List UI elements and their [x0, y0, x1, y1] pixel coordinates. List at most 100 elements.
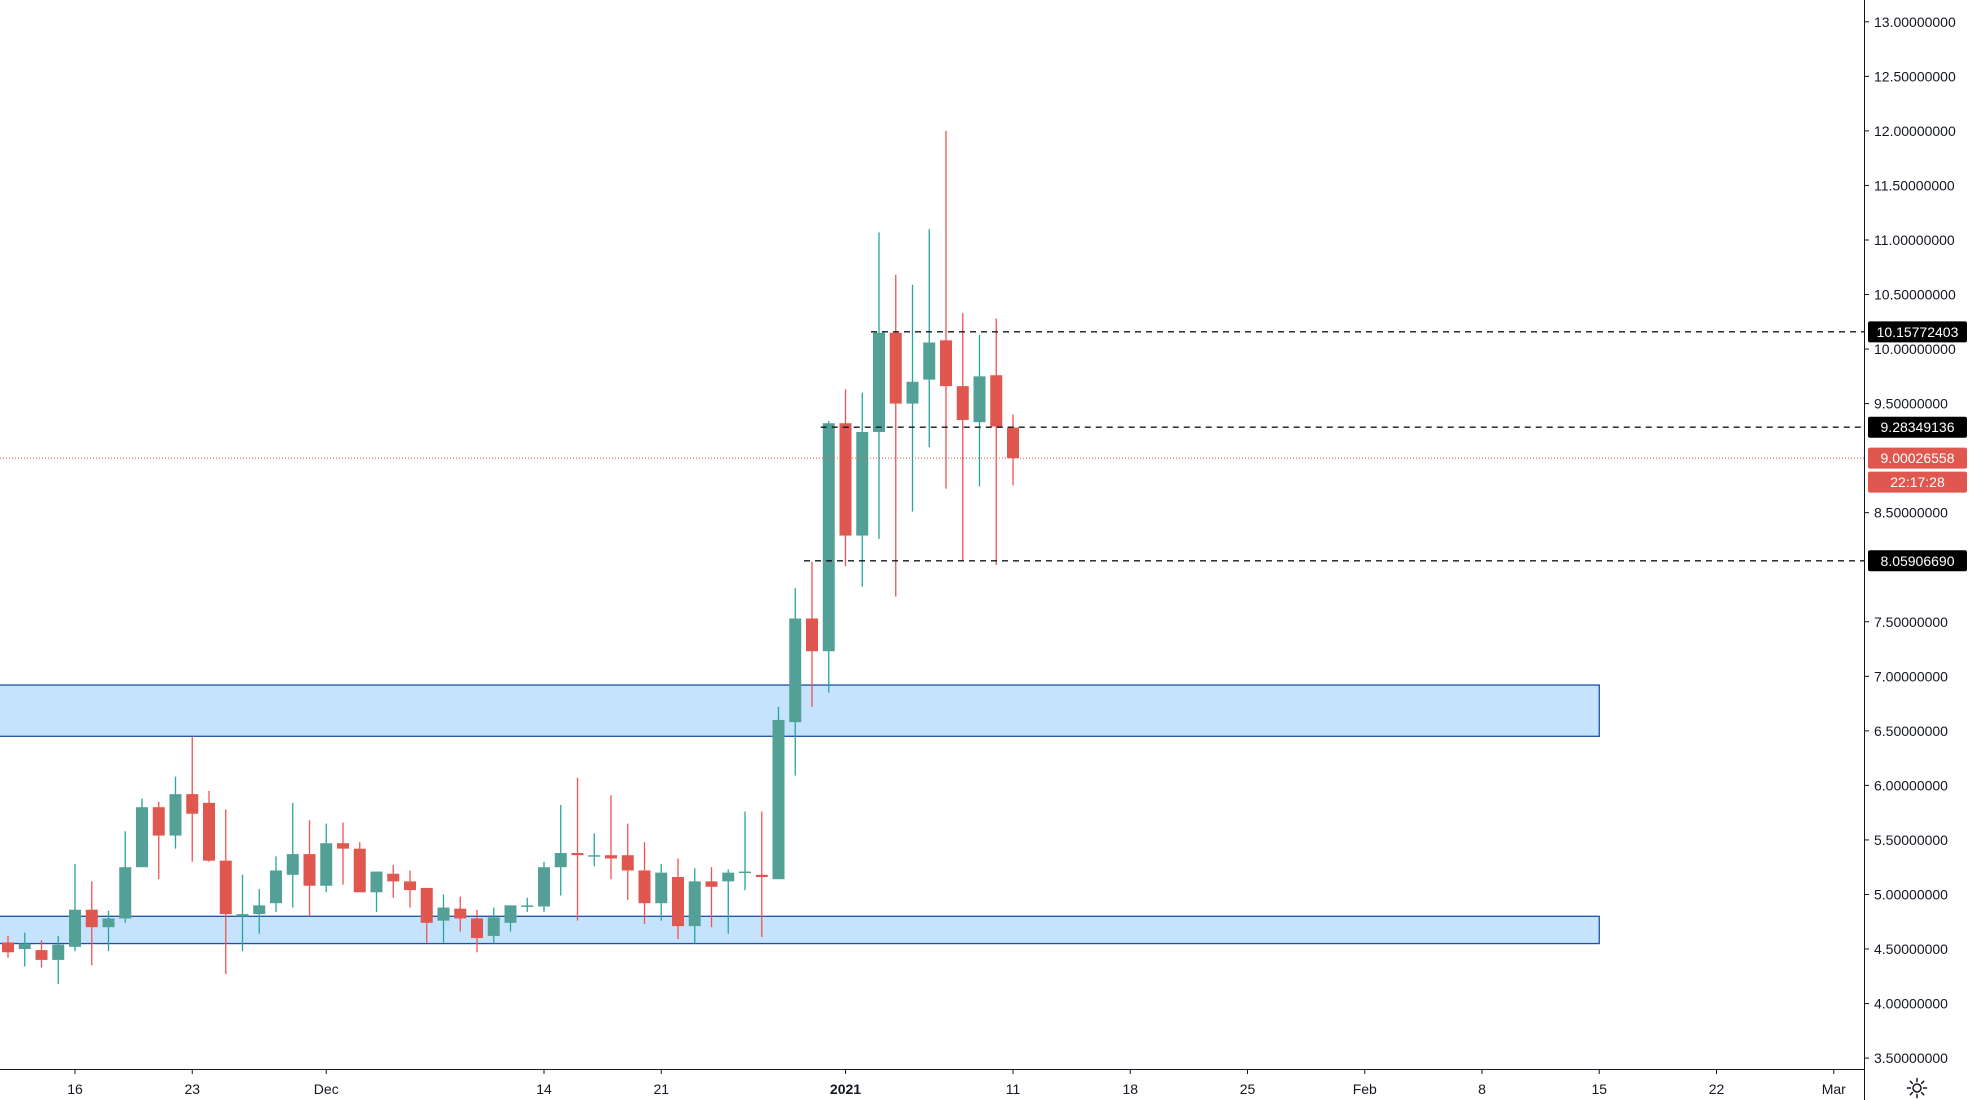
- settings-gear-icon[interactable]: [1906, 1077, 1928, 1099]
- candle: [18, 932, 31, 967]
- candle: [2, 935, 14, 958]
- candle-body: [873, 332, 885, 432]
- candle-body: [822, 423, 835, 652]
- candle-body: [437, 907, 450, 921]
- candle: [705, 867, 718, 928]
- y-tick-label: 3.50000000: [1874, 1050, 1948, 1066]
- candle: [873, 232, 885, 539]
- candle-body: [923, 342, 936, 380]
- candle-body: [722, 872, 735, 882]
- x-tick-label: Feb: [1353, 1081, 1377, 1097]
- candle-body: [789, 618, 802, 723]
- candle-body: [956, 386, 969, 420]
- plot-area[interactable]: [0, 0, 1864, 1069]
- candle-body: [85, 909, 98, 928]
- y-tick-label: 12.00000000: [1874, 123, 1956, 139]
- candle: [437, 894, 450, 943]
- candle-body: [286, 854, 299, 875]
- candle: [739, 811, 751, 891]
- candle-body: [320, 843, 333, 886]
- x-tick-label: 11: [1006, 1081, 1021, 1097]
- candle-body: [638, 870, 651, 904]
- candle: [940, 130, 952, 489]
- candle-body: [1007, 427, 1019, 459]
- y-tick-label: 13.00000000: [1874, 14, 1956, 30]
- candle: [136, 798, 148, 868]
- level-price-tag-3-text: 8.05906690: [1881, 553, 1955, 569]
- candle: [320, 823, 333, 893]
- time-axis[interactable]: [0, 1069, 1864, 1100]
- price-axis[interactable]: [1864, 0, 1973, 1100]
- candle-body: [839, 423, 852, 536]
- x-tick-label: 16: [67, 1081, 83, 1097]
- candle-body: [571, 853, 584, 856]
- level-price-tag-1: 10.15772403: [1868, 321, 1967, 343]
- candle: [85, 881, 98, 966]
- candle-body: [621, 855, 634, 871]
- candle: [186, 736, 199, 862]
- x-tick-label: 23: [184, 1081, 200, 1097]
- y-tick-label: 9.50000000: [1874, 396, 1948, 412]
- y-tick-label: 5.50000000: [1874, 832, 1948, 848]
- candle-body: [504, 905, 517, 923]
- candle-body: [973, 376, 986, 423]
- current-price-tag-bg: [1868, 447, 1967, 469]
- candle: [270, 856, 282, 912]
- candle: [420, 887, 433, 943]
- y-tick-label: 11.50000000: [1874, 177, 1955, 193]
- candle-body: [588, 855, 601, 857]
- candle-body: [605, 855, 617, 859]
- candle-body: [856, 431, 869, 536]
- candle: [119, 831, 132, 923]
- candle-body: [906, 381, 919, 404]
- candle: [806, 561, 818, 707]
- candle-body: [136, 807, 148, 868]
- candle: [889, 274, 902, 597]
- x-tick-label: 18: [1122, 1081, 1138, 1097]
- x-tick-label: 22: [1709, 1081, 1725, 1097]
- candle: [454, 896, 467, 932]
- countdown-tag-bg: [1868, 471, 1967, 493]
- y-tick-label: 7.50000000: [1874, 614, 1948, 630]
- candle-body: [270, 870, 282, 904]
- candle: [487, 907, 500, 944]
- candle: [387, 865, 400, 898]
- x-tick-label: 25: [1240, 1081, 1256, 1097]
- zone-box-2[interactable]: [0, 915, 1600, 945]
- candle: [789, 587, 802, 776]
- y-tick-label: 8.50000000: [1874, 505, 1948, 521]
- candle-body: [102, 918, 115, 928]
- x-tick-label: 14: [536, 1081, 552, 1097]
- y-tick-label: 4.00000000: [1874, 996, 1948, 1012]
- level-price-tag-1-text: 10.15772403: [1877, 324, 1959, 340]
- y-tick-label: 6.50000000: [1874, 723, 1948, 739]
- candle: [353, 842, 366, 893]
- candle-body: [152, 807, 165, 836]
- y-tick-label: 5.00000000: [1874, 886, 1948, 902]
- level-price-tag-3: 8.05906690: [1868, 550, 1967, 572]
- candle-body: [806, 618, 818, 652]
- candle-body: [521, 905, 534, 907]
- candle-body: [303, 854, 316, 886]
- level-price-tag-2-text: 9.28349136: [1881, 419, 1955, 435]
- candle-body: [370, 871, 383, 893]
- candle-body: [454, 908, 467, 919]
- candle: [169, 776, 182, 849]
- y-tick-label: 10.50000000: [1874, 287, 1956, 303]
- candle-body: [688, 881, 701, 927]
- x-tick-label: Mar: [1822, 1081, 1846, 1097]
- countdown-tag: 22:17:28: [1868, 471, 1967, 493]
- candle: [688, 868, 701, 944]
- candle-body: [487, 917, 500, 936]
- candle: [638, 842, 651, 924]
- candle-body: [2, 942, 14, 953]
- candle-body: [705, 881, 718, 887]
- level-price-tag-2-bg: [1868, 416, 1967, 438]
- candle-body: [940, 340, 952, 387]
- candle-body: [236, 914, 249, 917]
- candle: [152, 801, 165, 880]
- candle: [286, 802, 299, 908]
- candle: [471, 909, 483, 953]
